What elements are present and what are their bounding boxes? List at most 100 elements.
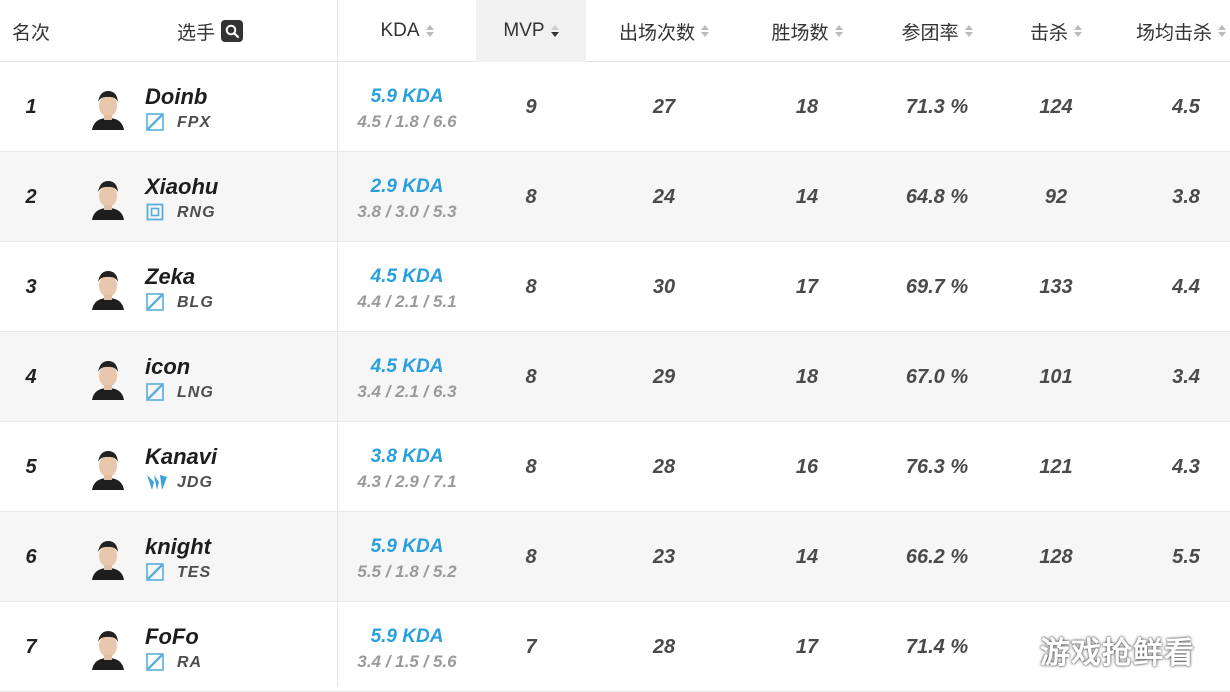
- header-kp[interactable]: 参团率: [872, 0, 1002, 62]
- kp-cell: 71.3 %: [905, 95, 969, 118]
- kda-ratio: 4.5 KDA: [370, 356, 444, 377]
- kda-detail: 4.5 / 1.8 / 6.6: [357, 112, 457, 131]
- team-logo-icon: [146, 473, 167, 491]
- sort-icon: [1074, 25, 1082, 37]
- rank-cell: 7: [25, 635, 37, 658]
- team-logo-icon: [146, 563, 164, 581]
- kda-ratio: 5.9 KDA: [370, 536, 444, 557]
- kills-cell: 128: [1039, 545, 1073, 568]
- games-cell: 30: [652, 275, 676, 298]
- column-divider: [337, 0, 338, 687]
- table-row[interactable]: 4 icon LNG 4.5 KDA 3.4 / 2.1 / 6.3 8 29 18 67.0 …: [0, 332, 1230, 422]
- header-wins[interactable]: 胜场数: [742, 0, 872, 62]
- games-cell: 23: [652, 545, 676, 568]
- avg-kills-cell: 3.4: [1172, 365, 1200, 388]
- rank-cell: 5: [25, 455, 37, 478]
- kills-cell: 101: [1039, 365, 1073, 388]
- team-logo-icon: [146, 203, 164, 221]
- table-row[interactable]: 1 Doinb FPX 5.9 KDA 4.5 / 1.8 / 6.6 9 27 18 71.3…: [0, 62, 1230, 152]
- wins-cell: 14: [795, 185, 819, 208]
- table-header: 名次 选手 KDA MVP 出场次数 胜场数: [0, 0, 1230, 62]
- wins-cell: 18: [795, 95, 819, 118]
- kills-cell: 121: [1039, 455, 1073, 478]
- team-name: LNG: [177, 384, 214, 401]
- wins-cell: 17: [795, 275, 819, 298]
- sort-icon: [964, 25, 973, 37]
- header-kp-label: 参团率: [901, 22, 959, 44]
- kp-cell: 69.7 %: [905, 275, 969, 298]
- mvp-cell: 8: [525, 545, 537, 568]
- mvp-cell: 7: [525, 635, 537, 658]
- header-games[interactable]: 出场次数: [586, 0, 742, 62]
- header-games-label: 出场次数: [618, 22, 695, 44]
- team-name: JDG: [177, 474, 213, 491]
- header-avg-kills[interactable]: 场均击杀: [1110, 0, 1230, 62]
- table-row[interactable]: 6 knight TES 5.9 KDA 5.5 / 1.8 / 5.2 8 23 14 66.…: [0, 512, 1230, 602]
- wins-cell: 17: [795, 635, 819, 658]
- kp-cell: 76.3 %: [905, 455, 969, 478]
- games-cell: 29: [652, 365, 676, 388]
- player-name[interactable]: Xiaohu: [145, 174, 219, 199]
- header-wins-label: 胜场数: [771, 22, 829, 44]
- avatar: [88, 356, 128, 400]
- header-mvp-label: MVP: [503, 20, 545, 41]
- mvp-cell: 8: [525, 275, 537, 298]
- sort-icon: [1218, 25, 1227, 37]
- table-row[interactable]: 3 Zeka BLG 4.5 KDA 4.4 / 2.1 / 5.1 8 30 17 69.7 …: [0, 242, 1230, 332]
- header-kills-label: 击杀: [1029, 22, 1068, 44]
- header-rank: 名次: [0, 0, 62, 62]
- kp-cell: 67.0 %: [905, 365, 969, 388]
- sort-icon: [701, 25, 709, 37]
- table-row[interactable]: 5 Kanavi JDG 3.8 KDA 4.3 / 2.9 / 7.1 8 28 16 76.…: [0, 422, 1230, 512]
- games-cell: 27: [652, 95, 676, 118]
- table-row[interactable]: 7 FoFo RA 5.9 KDA 3.4 / 1.5 / 5.6 7 28 17 71.4 %: [0, 602, 1230, 692]
- mvp-cell: 9: [525, 95, 537, 118]
- header-rank-label: 名次: [11, 22, 50, 44]
- mvp-cell: 8: [525, 455, 537, 478]
- avg-kills-cell: [1110, 602, 1230, 692]
- player-name[interactable]: knight: [145, 534, 211, 559]
- avg-kills-cell: 4.3: [1172, 455, 1200, 478]
- kda-ratio: 5.9 KDA: [370, 626, 444, 647]
- avg-kills-cell: 4.5: [1172, 95, 1200, 118]
- rank-cell: 1: [25, 95, 37, 118]
- mvp-cell: 8: [525, 365, 537, 388]
- team-logo-icon: [146, 653, 164, 671]
- team-name: RA: [177, 654, 203, 671]
- kda-ratio: 4.5 KDA: [370, 266, 444, 287]
- team-name: BLG: [177, 294, 214, 311]
- player-name[interactable]: Kanavi: [145, 444, 218, 469]
- kda-ratio: 5.9 KDA: [370, 86, 444, 107]
- header-mvp[interactable]: MVP: [476, 0, 586, 62]
- kills-cell: 92: [1044, 185, 1068, 208]
- header-kda-label: KDA: [380, 20, 420, 41]
- team-logo-icon: [146, 113, 164, 131]
- avatar: [88, 536, 128, 580]
- kp-cell: 66.2 %: [905, 545, 969, 568]
- player-name[interactable]: Doinb: [145, 84, 208, 109]
- sort-icon: [425, 25, 434, 37]
- player-name[interactable]: FoFo: [145, 624, 199, 649]
- games-cell: 28: [652, 455, 676, 478]
- avatar: [88, 266, 128, 310]
- games-cell: 24: [652, 185, 676, 208]
- kills-cell: 124: [1039, 95, 1073, 118]
- kda-detail: 4.4 / 2.1 / 5.1: [357, 292, 457, 311]
- player-name[interactable]: icon: [145, 354, 191, 379]
- search-icon[interactable]: [221, 20, 243, 42]
- header-kills[interactable]: 击杀: [1002, 0, 1110, 62]
- kills-cell: [1002, 602, 1110, 692]
- table-row[interactable]: 2 Xiaohu RNG 2.9 KDA 3.8 / 3.0 / 5.3 8 24 14 64.…: [0, 152, 1230, 242]
- avatar: [88, 446, 128, 490]
- rank-cell: 6: [25, 545, 37, 568]
- team-name: RNG: [177, 204, 216, 221]
- avatar: [88, 86, 128, 130]
- games-cell: 28: [652, 635, 676, 658]
- header-kda[interactable]: KDA: [338, 0, 476, 62]
- rank-cell: 2: [25, 185, 37, 208]
- sort-desc-icon: [550, 25, 559, 37]
- team-name: FPX: [177, 114, 212, 131]
- header-player-label: 选手: [176, 22, 215, 44]
- player-name[interactable]: Zeka: [145, 264, 196, 289]
